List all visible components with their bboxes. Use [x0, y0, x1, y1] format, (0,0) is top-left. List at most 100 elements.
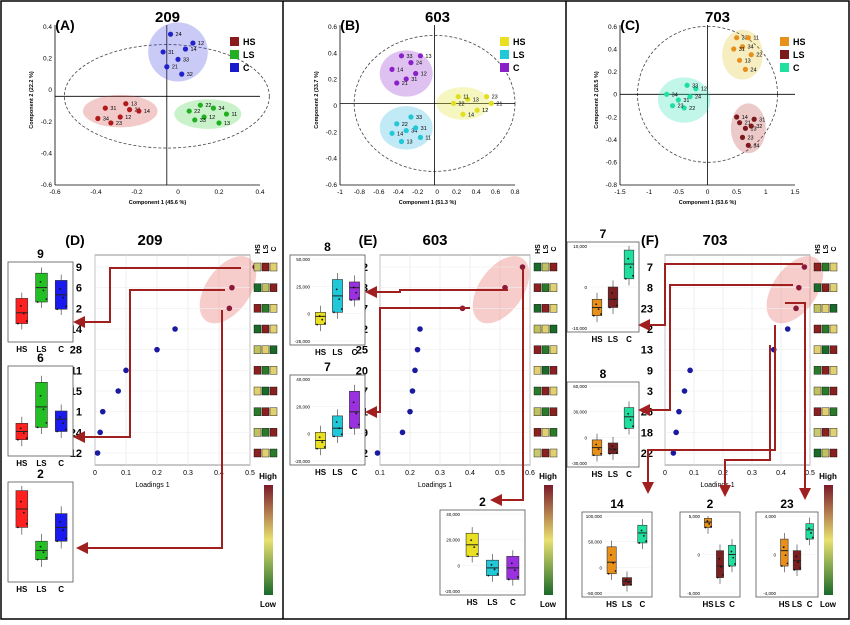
point-label: 13 [224, 121, 230, 127]
row-label: 13 [641, 345, 653, 357]
loading-point [673, 429, 679, 436]
row-label: 9 [76, 262, 82, 274]
data-dot [45, 421, 48, 424]
y-tick: 0.4 [328, 50, 337, 57]
box [780, 538, 789, 567]
score-point [108, 120, 114, 126]
box-title: 9 [37, 247, 44, 261]
connector-arrow [642, 325, 776, 494]
panel-title: 603 [422, 232, 447, 249]
x-tick: 0.1 [375, 470, 385, 477]
point-label: 13 [131, 102, 137, 108]
y-tick: -0.2 [326, 129, 338, 136]
panel-letter: (F) [641, 232, 659, 248]
data-dot [640, 529, 643, 532]
data-dot [340, 308, 343, 310]
heat-cell [549, 448, 558, 458]
data-dot [45, 298, 48, 301]
box-cat: C [626, 335, 632, 344]
x-tick: 0 [176, 189, 180, 196]
y-tick: 50,000 [296, 257, 310, 262]
data-dot [608, 306, 611, 309]
heat-header: C [271, 246, 278, 251]
data-dot [710, 525, 712, 528]
data-dot [597, 308, 600, 311]
data-dot [39, 545, 42, 548]
data-dot [797, 561, 800, 564]
heat-cell [261, 283, 270, 292]
data-dot [592, 314, 595, 317]
data-dot [62, 529, 65, 532]
data-dot [732, 556, 735, 559]
data-dot [786, 562, 789, 565]
y-tick: -10,000 [572, 326, 588, 331]
heat-header: LS [823, 244, 830, 253]
point-label: 12 [198, 41, 204, 47]
heat-cell [253, 407, 262, 416]
row-label: 9 [647, 365, 653, 377]
heat-cell [269, 448, 278, 458]
heat-cell [261, 407, 270, 416]
x-axis-label: Component 1 (53.6 %) [679, 200, 737, 206]
loading-point [681, 388, 688, 394]
y-tick: -0.6 [41, 182, 53, 189]
box [623, 407, 635, 429]
box-title: 7 [600, 227, 607, 241]
point-label: 21 [745, 121, 751, 127]
scale-low: Low [540, 600, 557, 609]
heat-cell [261, 386, 270, 396]
y-tick: 10,000 [573, 244, 587, 249]
heat-cell [533, 448, 542, 458]
score-point [664, 91, 670, 97]
heat-cell [541, 366, 550, 375]
y-tick: 0.2 [328, 77, 337, 84]
box-cat: HS [16, 459, 28, 468]
box [35, 381, 48, 428]
data-dot [321, 441, 324, 444]
data-dot [340, 433, 343, 436]
point-label: 23 [116, 121, 122, 127]
data-dot [323, 322, 326, 325]
data-dot [355, 291, 358, 294]
point-label: 12 [421, 71, 427, 77]
score-point [389, 130, 395, 136]
x-tick: 0.5 [245, 470, 255, 477]
heat-cell [533, 283, 542, 292]
score-point [186, 108, 192, 114]
score-point [734, 114, 740, 120]
y-tick: -4,000 [763, 591, 776, 596]
y-tick: 50,000 [588, 540, 602, 545]
box-cat: LS [715, 600, 726, 609]
connector-arrow [638, 284, 793, 416]
heat-cell [541, 428, 550, 437]
data-dot [624, 427, 627, 430]
x-tick: 0 [706, 189, 710, 196]
box [54, 410, 68, 432]
heat-cell [821, 304, 830, 313]
box-cat: HS [16, 345, 28, 354]
panel-title: 703 [705, 9, 730, 26]
y-tick: 0 [613, 92, 617, 99]
heat-header: LS [263, 244, 270, 253]
score-point [736, 120, 743, 126]
x-tick: 0.5 [495, 470, 505, 477]
score-point [681, 105, 687, 111]
data-dot [629, 419, 632, 421]
box-cat: C [626, 470, 632, 479]
heat-cell [821, 407, 830, 416]
boxplot-3: 8 50,000 25,000 0 -25,000 HS LS C [289, 240, 366, 357]
x-tick: -0.5 [673, 189, 685, 196]
data-dot [722, 574, 724, 576]
point-label: 14 [144, 109, 150, 115]
score-point [687, 94, 693, 100]
heat-cell [261, 428, 270, 437]
point-label: 31 [759, 117, 765, 123]
score-point [192, 117, 198, 123]
group-ellipse [148, 22, 208, 82]
box-cat: LS [622, 600, 633, 609]
score-point [408, 114, 414, 120]
box [607, 442, 619, 455]
row-label: 6 [76, 283, 82, 295]
row-label: 1 [76, 407, 82, 419]
